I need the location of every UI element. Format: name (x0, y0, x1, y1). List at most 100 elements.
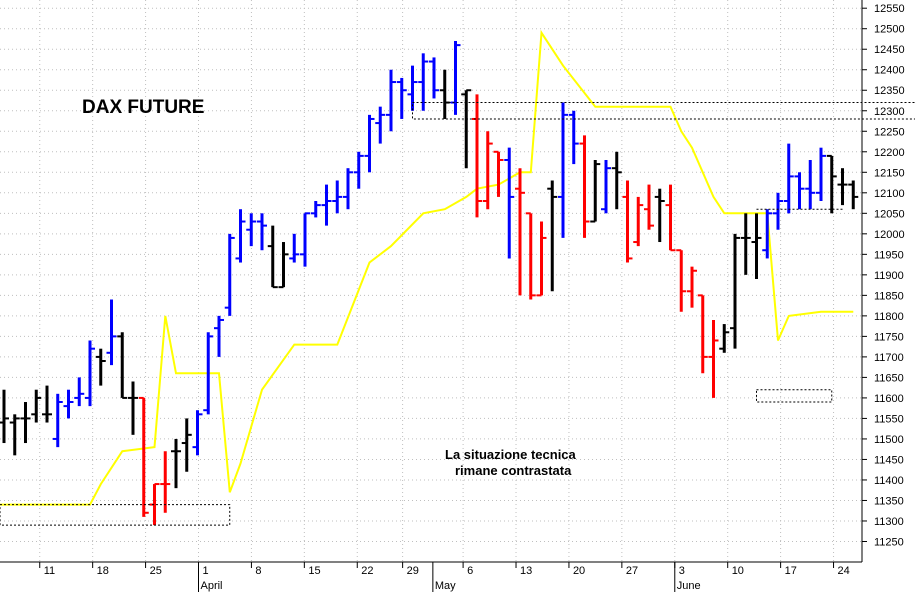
dashed-box (412, 102, 915, 120)
ohlc-bar (601, 159, 611, 214)
trailing-stop-polyline (0, 29, 854, 506)
x-tick-label: 1 (203, 565, 209, 577)
ohlc-bar (848, 180, 859, 210)
ohlc-bar (676, 249, 687, 312)
ohlc-bar (246, 213, 257, 247)
ohlc-bar (558, 102, 568, 238)
x-tick-label: 25 (150, 565, 162, 577)
ohlc-bar (203, 332, 214, 415)
support-resistance-boxes (0, 102, 915, 526)
ohlc-bar (579, 135, 590, 238)
ohlc-bar (783, 143, 794, 214)
ohlc-bar (773, 192, 783, 230)
ohlc-bar (536, 221, 547, 297)
y-tick-label: 11600 (874, 393, 904, 405)
x-tick-label: 18 (97, 565, 109, 577)
y-tick-label: 12450 (874, 44, 905, 56)
ohlc-bar (697, 294, 708, 374)
ohlc-bar (364, 114, 375, 173)
y-tick-label: 12250 (874, 126, 905, 138)
month-label: June (677, 580, 701, 592)
y-tick-label: 12400 (874, 65, 905, 77)
ohlc-bar (42, 385, 52, 423)
ohlc-bar (429, 57, 439, 99)
ohlc-bar (128, 381, 138, 435)
ohlc-bar (418, 53, 429, 111)
ohlc-bar (493, 150, 504, 197)
y-tick-label: 11450 (874, 454, 904, 466)
ohlc-bar (439, 69, 450, 119)
y-tick-label: 11850 (874, 290, 904, 302)
ohlc-bar (74, 377, 85, 407)
ohlc-bar (31, 389, 42, 423)
ohlc-bar (654, 188, 665, 243)
ohlc-bar (719, 324, 730, 353)
y-tick-label: 11800 (874, 311, 904, 323)
x-tick-label: 3 (679, 565, 685, 577)
ohlc-bar (106, 299, 117, 366)
y-tick-label: 11300 (874, 516, 904, 528)
y-tick-label: 12100 (874, 188, 905, 200)
annotation-line-1: La situazione tecnica (445, 447, 577, 462)
ohlc-bar (396, 77, 407, 119)
ohlc-bar (472, 94, 482, 218)
ohlc-bar (85, 340, 95, 407)
grid (0, 0, 862, 562)
x-tick-label: 8 (255, 565, 261, 577)
ohlc-bar (267, 225, 278, 289)
ohlc-bar (644, 184, 654, 230)
ohlc-bar (816, 147, 826, 202)
ohlc-bar (826, 154, 837, 214)
ohlc-bar (515, 168, 525, 296)
ohlc-bar (622, 180, 633, 263)
ohlc-bar (450, 41, 461, 115)
ohlc-bar (837, 168, 848, 206)
price-bars (0, 41, 859, 526)
ohlc-bar (375, 106, 386, 144)
ohlc-bar (117, 332, 128, 399)
y-tick-label: 11650 (874, 372, 904, 384)
x-tick-label: 11 (44, 565, 55, 577)
y-tick-label: 12350 (874, 85, 905, 97)
ohlc-bar (332, 180, 343, 214)
y-tick-label: 11350 (874, 495, 904, 507)
x-tick-label: 15 (308, 565, 320, 577)
ohlc-bar (9, 414, 20, 456)
ohlc-bar (611, 151, 622, 210)
ohlc-bar (730, 233, 740, 349)
y-tick-label: 11500 (874, 434, 904, 446)
month-label: May (435, 580, 456, 592)
ohlc-bar (590, 159, 601, 223)
ohlc-bar (353, 151, 364, 189)
ohlc-bar (224, 233, 235, 316)
ohlc-bar (160, 451, 171, 513)
ohlc-bar (310, 201, 321, 218)
y-tick-label: 11950 (874, 249, 904, 261)
ohlc-bar (257, 213, 267, 251)
ohlc-bar (794, 172, 805, 210)
ohlc-bar (687, 266, 697, 308)
ohlc-bar (482, 131, 493, 210)
x-tick-label: 6 (467, 565, 473, 577)
ohlc-bar (300, 212, 310, 267)
ohlc-bar (751, 213, 762, 279)
chart-title: DAX FUTURE (82, 97, 204, 118)
y-tick-label: 11900 (874, 270, 904, 282)
y-tick-label: 12050 (874, 208, 905, 220)
y-tick-label: 12500 (874, 24, 905, 36)
x-tick-label: 27 (626, 565, 638, 577)
ohlc-bar (278, 242, 289, 289)
ohlc-bar (289, 233, 300, 263)
y-tick-label: 12000 (874, 229, 905, 241)
ohlc-bar (235, 209, 246, 263)
x-tick-label: 20 (573, 565, 585, 577)
dashed-box (756, 389, 833, 403)
ohlc-bar (708, 319, 719, 398)
ohlc-bar (805, 159, 816, 210)
ohlc-bar (762, 209, 773, 259)
ohlc-bar (525, 212, 536, 300)
ohlc-bar (171, 438, 181, 489)
ohlc-bar (192, 410, 203, 456)
dashed-box (0, 504, 231, 526)
